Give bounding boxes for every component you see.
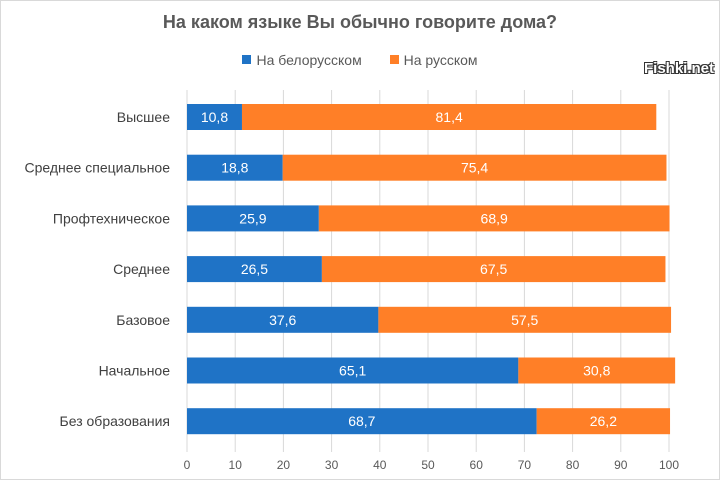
bar-belarusian: [187, 104, 242, 130]
bar-russian: [321, 256, 666, 283]
bar-belarusian: [187, 205, 319, 232]
category-label: Без образования: [60, 413, 170, 429]
bar-belarusian: [187, 408, 537, 435]
data-label: 68,7: [348, 413, 375, 429]
category-label: Начальное: [99, 363, 171, 379]
bar-russian: [282, 154, 667, 181]
x-tick-label: 0: [184, 458, 191, 472]
data-label: 26,2: [590, 413, 617, 429]
bar-russian: [518, 357, 676, 384]
x-tick-label: 20: [277, 458, 291, 472]
data-label: 68,9: [481, 210, 508, 226]
data-label: 37,6: [269, 312, 296, 328]
category-label: Профтехническое: [53, 210, 170, 226]
legend-swatch-belarusian: [242, 55, 252, 64]
x-tick-label: 70: [518, 458, 532, 472]
x-tick-label: 100: [659, 458, 679, 472]
data-label: 57,5: [511, 312, 538, 328]
category-label: Среднее специальное: [25, 160, 171, 176]
data-label: 10,8: [201, 109, 228, 125]
data-label: 67,5: [480, 261, 507, 277]
bar-belarusian: [187, 256, 322, 283]
x-tick-label: 10: [229, 458, 243, 472]
data-label: 18,8: [221, 160, 248, 176]
x-tick-label: 40: [373, 458, 387, 472]
legend-item-russian: На русском: [389, 51, 478, 68]
category-label: Высшее: [117, 109, 170, 125]
data-label: 75,4: [461, 160, 488, 176]
watermark: Fishki.net: [643, 60, 714, 77]
legend-label: На русском: [403, 51, 478, 68]
bar-belarusian: [187, 357, 519, 384]
data-label: 30,8: [583, 363, 610, 379]
bar-russian: [378, 306, 672, 333]
x-tick-label: 60: [470, 458, 484, 472]
bar-belarusian: [187, 306, 379, 333]
chart-title: На каком языке Вы обычно говорите дома?: [162, 12, 558, 32]
bar-belarusian: [187, 154, 283, 181]
x-tick-label: 80: [566, 458, 580, 472]
data-label: 81,4: [436, 109, 463, 125]
legend-swatch-russian: [389, 55, 399, 64]
bar-russian: [536, 408, 671, 435]
x-tick-label: 90: [614, 458, 628, 472]
bar-russian: [241, 104, 657, 130]
legend-item-belarusian: На белорусском: [242, 51, 362, 68]
category-label: Базовое: [116, 312, 170, 328]
bar-russian: [318, 205, 670, 232]
data-label: 65,1: [339, 363, 366, 379]
legend: На белорусском На русском: [0, 51, 720, 68]
data-label: 26,5: [241, 261, 268, 277]
x-tick-label: 30: [325, 458, 339, 472]
data-label: 25,9: [239, 210, 266, 226]
legend-label: На белорусском: [256, 51, 362, 68]
x-tick-label: 50: [421, 458, 435, 472]
category-label: Среднее: [113, 261, 170, 277]
